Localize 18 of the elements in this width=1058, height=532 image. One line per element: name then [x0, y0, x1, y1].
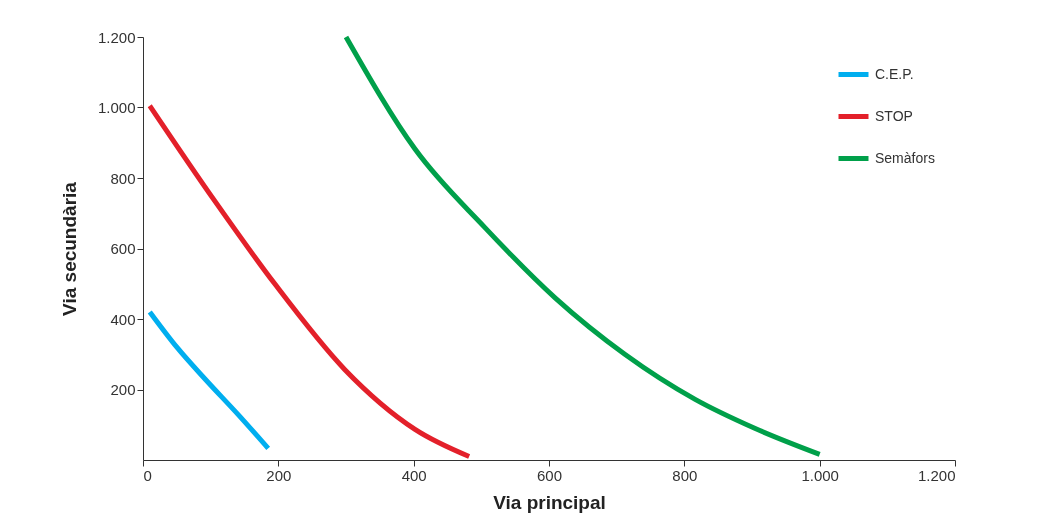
y-tick-label: 400: [110, 310, 136, 328]
x-tick-label: 1.200: [917, 466, 956, 484]
x-tick-label: 800: [672, 466, 698, 484]
y-tick-label: 1.000: [97, 99, 136, 116]
x-tick-label: 600: [536, 466, 563, 484]
y-tick-label: 800: [110, 169, 136, 187]
y-tick-label: 200: [110, 381, 136, 398]
legend-label: Semàfors: [875, 149, 935, 166]
x-tick-label: 200: [266, 466, 292, 484]
x-tick-label: 0: [143, 466, 152, 484]
legend-label: C.E.P.: [875, 65, 914, 82]
x-tick-label: 1.000: [801, 466, 839, 484]
legend-label: STOP: [875, 107, 913, 124]
x-tick-label: 400: [401, 466, 427, 484]
y-tick-label: 1.200: [97, 28, 136, 46]
y-axis-title: Via secundària: [58, 181, 80, 316]
y-tick-label: 600: [110, 240, 136, 257]
x-axis-title: Via principal: [493, 491, 606, 513]
